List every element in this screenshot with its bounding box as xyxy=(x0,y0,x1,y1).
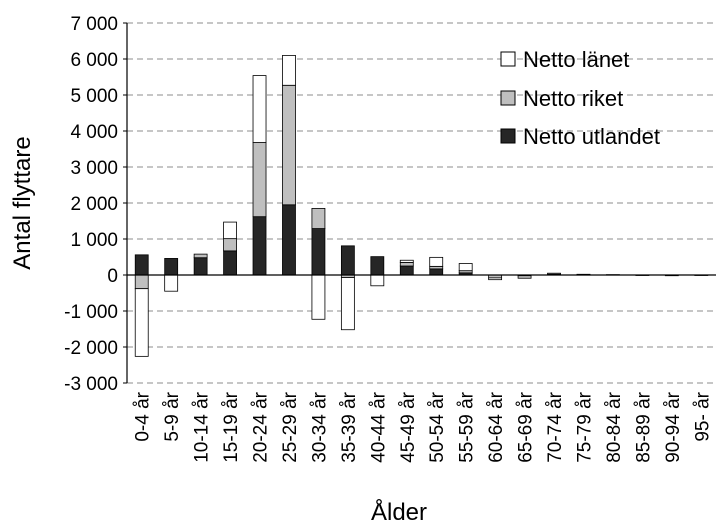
bar-segment-netto-riket xyxy=(252,142,267,218)
x-tick-label: 40-44 år xyxy=(368,391,389,462)
bar-segment-netto-lanet xyxy=(340,277,355,331)
bar-segment-netto-riket xyxy=(282,84,296,206)
legend-item-netto-riket: Netto riket xyxy=(500,86,623,111)
y-tick-label: 1 000 xyxy=(70,230,118,251)
y-tick-label: 6 000 xyxy=(70,50,118,71)
x-tick-label: 80-84 år xyxy=(604,391,625,462)
bar-segment-netto-riket xyxy=(399,261,414,267)
x-tick-label: 85-89 år xyxy=(633,391,654,462)
bar-segment-netto-utlandet xyxy=(164,258,179,276)
legend-swatch-netto-riket xyxy=(500,90,516,106)
bar-segment-netto-riket xyxy=(517,275,532,279)
x-tick-label: 30-34 år xyxy=(309,391,330,462)
y-tick-label: 3 000 xyxy=(70,158,118,179)
bar-segment-netto-lanet xyxy=(488,277,503,281)
x-tick-label: 60-64 år xyxy=(486,391,507,462)
bar-segment-netto-lanet xyxy=(252,75,267,143)
bar-segment-netto-utlandet xyxy=(340,245,355,276)
y-tick-label: -3 000 xyxy=(64,374,118,395)
legend-label-netto-lanet: Netto länet xyxy=(523,47,629,72)
bar-segment-netto-utlandet xyxy=(429,268,444,276)
y-tick-label: 4 000 xyxy=(70,122,118,143)
legend-label-netto-utlandet: Netto utlandet xyxy=(523,124,660,149)
bar-segment-netto-utlandet xyxy=(252,216,267,276)
y-tick-label: 5 000 xyxy=(70,86,118,107)
x-axis-title: Ålder xyxy=(371,498,427,526)
x-tick-label: 35-39 år xyxy=(339,391,360,462)
y-axis-title: Antal flyttare xyxy=(9,136,36,269)
bar-segment-netto-lanet xyxy=(223,221,237,240)
bar-segment-netto-utlandet xyxy=(399,265,414,276)
bar-segment-netto-riket xyxy=(547,272,561,275)
bar-segment-netto-lanet xyxy=(399,259,414,263)
bar-segment-netto-riket xyxy=(134,274,149,290)
x-tick-label: 5-9 år xyxy=(162,391,183,441)
x-tick-label: 95- år xyxy=(692,391,713,441)
x-tick-label: 25-29 år xyxy=(280,391,301,462)
y-tick-label: 0 xyxy=(107,266,118,287)
bar-segment-netto-utlandet xyxy=(282,204,296,276)
bar-segment-netto-utlandet xyxy=(193,257,208,276)
bar-segment-netto-lanet xyxy=(458,263,473,272)
y-tick-label: -2 000 xyxy=(64,338,118,359)
x-tick-label: 0-4 år xyxy=(133,391,154,441)
y-tick-label: 7 000 xyxy=(70,14,118,35)
bar-segment-netto-riket xyxy=(311,207,326,229)
bar-segment-netto-lanet xyxy=(370,274,385,287)
x-tick-label: 90-94 år xyxy=(663,391,684,462)
bar-segment-netto-lanet xyxy=(311,274,326,320)
x-tick-label: 10-14 år xyxy=(192,391,213,462)
legend: Netto länet Netto riket Netto utlandet xyxy=(500,47,660,149)
bars xyxy=(134,55,709,357)
bar-segment-netto-lanet xyxy=(429,256,444,267)
x-tick-label: 15-19 år xyxy=(221,391,242,462)
legend-item-netto-utlandet: Netto utlandet xyxy=(500,124,660,149)
y-tick-label: -1 000 xyxy=(64,302,118,323)
bar-segment-netto-riket xyxy=(193,253,208,259)
gridlines xyxy=(127,22,716,384)
y-tick-label: 2 000 xyxy=(70,194,118,215)
y-tick-labels: 7 000 6 000 5 000 4 000 3 000 2 000 1 000 0 -1 0… xyxy=(64,14,127,395)
legend-swatch-netto-lanet xyxy=(500,51,516,67)
bar-segment-netto-lanet xyxy=(282,55,296,86)
bar-segment-netto-utlandet xyxy=(223,250,237,276)
legend-item-netto-lanet: Netto länet xyxy=(500,47,629,72)
x-tick-label: 45-49 år xyxy=(398,391,419,462)
bar-segment-netto-utlandet xyxy=(311,228,326,276)
x-tick-label: 50-54 år xyxy=(427,391,448,462)
legend-swatch-netto-utlandet xyxy=(500,128,516,144)
bar-segment-netto-lanet xyxy=(164,274,179,292)
x-tick-labels: 0-4 år 5-9 år 10-14 år 15-19 år 20-24 år 25-2… xyxy=(133,391,714,462)
bar-segment-netto-lanet xyxy=(134,288,149,357)
x-tick-label: 75-79 år xyxy=(574,391,595,462)
bar-segment-netto-riket xyxy=(223,238,237,252)
x-tick-label: 70-74 år xyxy=(545,391,566,462)
legend-label-netto-riket: Netto riket xyxy=(523,86,623,111)
x-tick-label: 55-59 år xyxy=(457,391,478,462)
bar-segment-netto-utlandet xyxy=(134,254,149,276)
x-tick-label: 20-24 år xyxy=(251,391,272,462)
x-tick-label: 65-69 år xyxy=(516,391,537,462)
bar-segment-netto-utlandet xyxy=(370,256,385,276)
